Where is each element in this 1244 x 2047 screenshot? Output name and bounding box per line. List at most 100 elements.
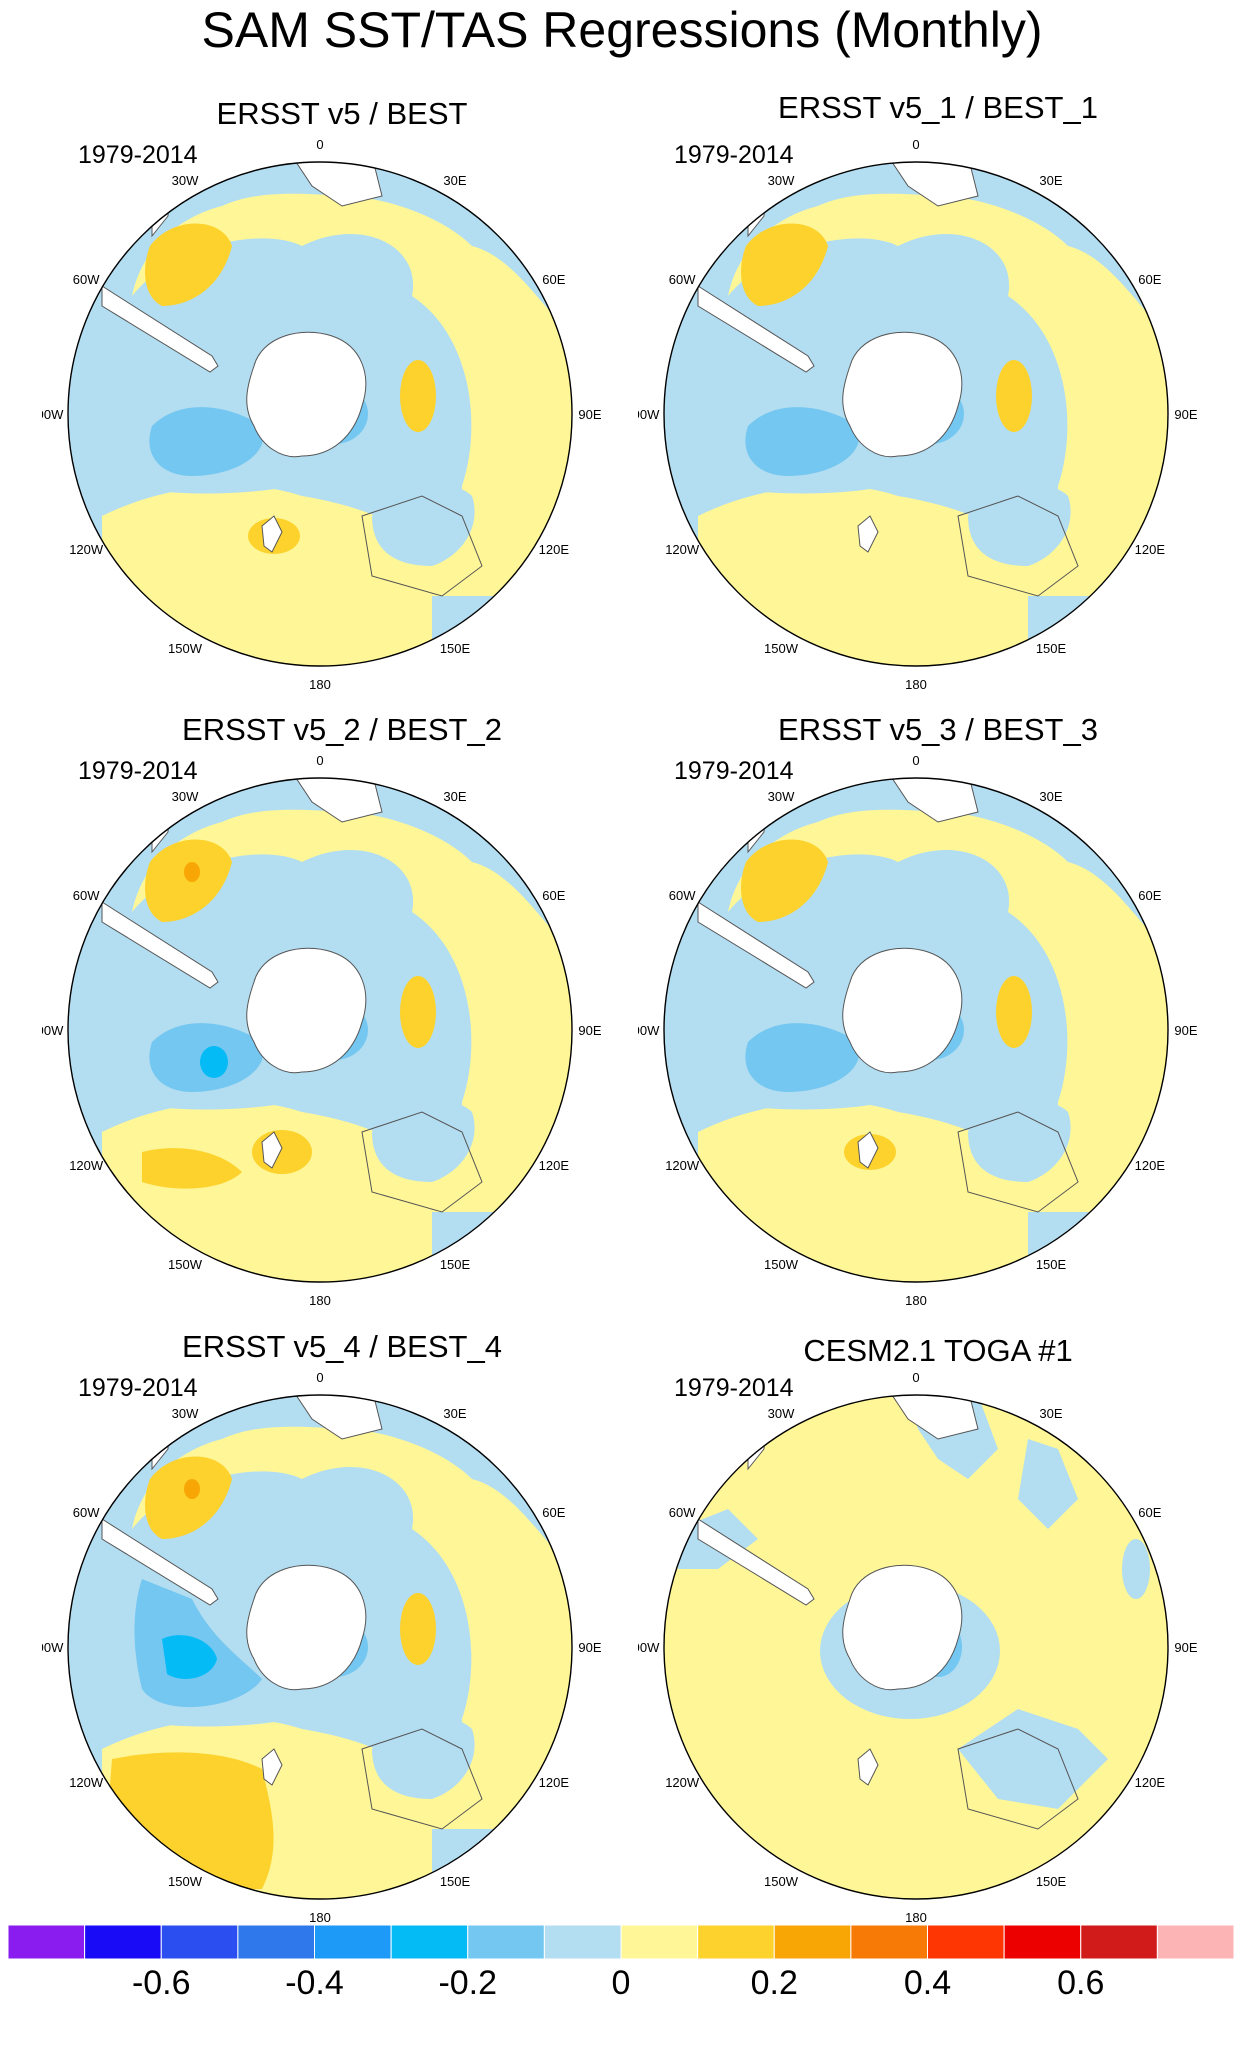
positive-region [678, 809, 1168, 1212]
lon-label: 180 [905, 1293, 927, 1308]
colorbar-label: -0.6 [131, 1964, 191, 2002]
lon-label: 150E [1036, 1257, 1067, 1272]
lon-label: 0 [316, 753, 323, 768]
polar-map: 0 30E 60E 90E 120E 150E 180 150W 120W 90W 60W 30W [42, 1370, 602, 1925]
new-zealand-land [857, 1131, 879, 1169]
positive-region [82, 809, 572, 1212]
south-america-land [697, 901, 815, 989]
new-zealand-land [857, 1748, 879, 1786]
map-boundary [67, 1394, 573, 1900]
lon-label: 0 [912, 137, 919, 152]
negative-region [1122, 1539, 1150, 1599]
africa-land [291, 778, 383, 823]
negative-peak [200, 1046, 228, 1078]
positive-core [142, 1148, 242, 1189]
positive-core [252, 1130, 312, 1174]
colorbar-swatch [160, 1925, 239, 1959]
colorbar-label: -0.4 [285, 1964, 344, 2002]
lon-label: 90E [578, 407, 601, 422]
lon-label: 30W [768, 1406, 795, 1421]
negative-region [958, 1709, 1108, 1809]
lon-label: 60E [542, 272, 565, 287]
panel-period: 1979-2014 [674, 757, 794, 785]
lon-label: 90W [42, 1023, 64, 1038]
lon-label: 30W [768, 789, 795, 804]
lon-label: 150W [764, 641, 799, 656]
lon-label: 90W [638, 1023, 660, 1038]
south-america-land [101, 1518, 219, 1606]
polar-map: 0 30E 60E 90E 120E 150E 180 150W 120W 90W 60W 30W [638, 753, 1198, 1308]
africa-land [291, 162, 383, 207]
map-boundary [663, 1394, 1169, 1900]
panel-title: ERSST v5_2 / BEST_2 [182, 712, 502, 747]
map-boundary [663, 161, 1169, 667]
polar-map: 0 30E 60E 90E 120E 150E 180 150W 120W 90W 60W 30W [42, 137, 602, 692]
australia-coast [957, 1728, 1079, 1830]
lon-label: 180 [905, 1910, 927, 1925]
panel-title: ERSST v5_1 / BEST_1 [778, 90, 1098, 125]
lon-label: 60W [73, 888, 100, 903]
negative-core [745, 407, 860, 476]
antarctica-land [246, 947, 367, 1074]
australia-coast [361, 1728, 483, 1830]
map-boundary [67, 777, 573, 1283]
positive-core [400, 1593, 436, 1665]
colorbar-swatch [543, 1925, 622, 1959]
colorbar-swatch [467, 1925, 545, 1959]
colorbar-swatch [773, 1925, 852, 1959]
positive-core [741, 223, 828, 306]
colorbar-label: 0.2 [750, 1964, 798, 2002]
lon-label: 120W [69, 1158, 104, 1173]
lon-label: 60E [1138, 888, 1161, 903]
negative-region [372, 1718, 475, 1799]
lon-label: 30W [172, 173, 199, 188]
panel-period: 1979-2014 [78, 1374, 198, 1402]
new-zealand-land [261, 1748, 283, 1786]
lon-label: 90E [1174, 1023, 1197, 1038]
lon-label: 90E [1174, 1640, 1197, 1655]
new-zealand-land [261, 515, 283, 553]
lon-label: 150E [1036, 641, 1067, 656]
colorbar-swatch [1080, 1925, 1158, 1959]
australia-coast [957, 1111, 1079, 1213]
lon-label: 120E [1135, 1775, 1166, 1790]
lon-label: 90W [42, 407, 64, 422]
polar-map: 0 30E 60E 90E 120E 150E 180 150W 120W 90W 60W 30W [638, 137, 1198, 692]
polar-map: 0 30E 60E 90E 120E 150E 180 150W 120W 90W 60W 30W [638, 1370, 1198, 1925]
lon-label: 60W [73, 272, 100, 287]
lon-label: 30E [1039, 789, 1062, 804]
lon-label: 150E [440, 1257, 471, 1272]
lon-label: 30W [768, 173, 795, 188]
lon-label: 120E [1135, 542, 1166, 557]
colorbar-swatch [8, 1925, 86, 1959]
africa-land [291, 1395, 383, 1440]
colorbar-label: 0 [611, 1964, 631, 2002]
lon-label: 60W [73, 1505, 100, 1520]
panel-period: 1979-2014 [674, 1374, 794, 1402]
africa-land [887, 1395, 979, 1440]
colorbar-label: -0.2 [438, 1964, 498, 2002]
lon-label: 30W [172, 789, 199, 804]
negative-region [372, 1101, 475, 1182]
map-boundary [67, 161, 573, 667]
lon-label: 90W [42, 1640, 64, 1655]
polar-map: 0 30E 60E 90E 120E 150E 180 150W 120W 90W 60W 30W [42, 753, 602, 1308]
lon-label: 60W [669, 888, 696, 903]
negative-region [1018, 1439, 1078, 1529]
colorbar [8, 1925, 1234, 1959]
positive-core [741, 839, 828, 922]
negative-region [968, 485, 1071, 566]
colorbar-swatch [697, 1925, 775, 1959]
colorbar-swatch [237, 1925, 315, 1959]
lon-label: 150W [168, 1257, 203, 1272]
negative-core [149, 407, 264, 476]
lon-label: 90W [638, 1640, 660, 1655]
colorbar-swatch [620, 1925, 699, 1959]
lon-label: 180 [309, 677, 331, 692]
australia-coast [957, 495, 1079, 597]
map-panel-2: ERSST v5_1 / BEST_1 1979-2014 0 30E 60E 90E… [638, 90, 1238, 716]
lon-label: 120W [665, 1775, 700, 1790]
lon-label: 180 [309, 1910, 331, 1925]
lon-label: 90W [638, 407, 660, 422]
lon-label: 150W [764, 1257, 799, 1272]
